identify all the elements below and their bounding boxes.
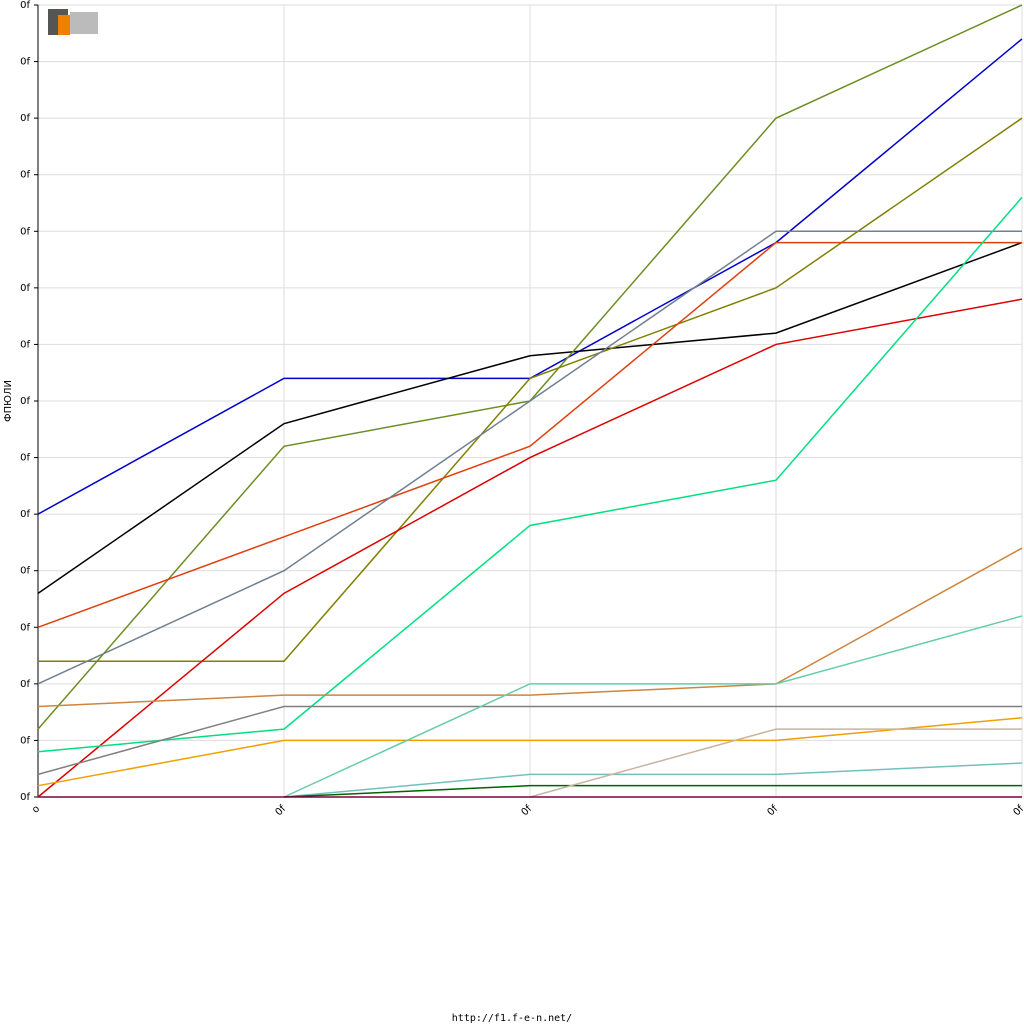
series-line bbox=[283, 762, 1023, 798]
y-tick-label: 0f bbox=[20, 622, 30, 633]
y-tick-label: 0f bbox=[20, 170, 30, 181]
y-tick-label: 0f bbox=[20, 113, 30, 124]
series-line bbox=[37, 705, 1022, 776]
x-tick-label: 0f bbox=[519, 803, 534, 818]
y-tick-label: 0f bbox=[20, 0, 30, 11]
y-tick-label: 0f bbox=[20, 283, 30, 294]
footer: http://f1.f-e-n.net/ bbox=[452, 1013, 572, 1024]
series-line bbox=[37, 547, 1023, 708]
series-line bbox=[37, 196, 1023, 753]
y-tick-label: 0f bbox=[20, 396, 30, 407]
y-tick-label: 0f bbox=[20, 453, 30, 464]
logo bbox=[48, 9, 98, 35]
x-tick-label: 0f bbox=[765, 803, 780, 818]
series-line bbox=[37, 717, 1023, 787]
series-line bbox=[283, 784, 1022, 798]
series-line bbox=[283, 615, 1023, 798]
y-tick-label: 0f bbox=[20, 339, 30, 350]
y-tick-label: 0f bbox=[20, 679, 30, 690]
series-line bbox=[37, 241, 1022, 628]
y-tick-label: 0f bbox=[20, 735, 30, 746]
series-line bbox=[37, 241, 1023, 594]
y-tick-label: 0f bbox=[20, 792, 30, 803]
y-tick-label: 0f bbox=[20, 566, 30, 577]
x-tick-label: o bbox=[30, 803, 42, 815]
series-line bbox=[37, 298, 1023, 798]
series-line bbox=[529, 728, 1022, 798]
y-tick-label: 0f bbox=[20, 57, 30, 68]
x-tick-label: 0f bbox=[273, 803, 288, 818]
series-line bbox=[37, 230, 1022, 685]
x-tick-label: 0f bbox=[1011, 803, 1024, 818]
y-tick-label: 0f bbox=[20, 226, 30, 237]
y-tick-label: 0f bbox=[20, 509, 30, 520]
y-axis-label: ФПЮЛИ bbox=[3, 380, 14, 422]
